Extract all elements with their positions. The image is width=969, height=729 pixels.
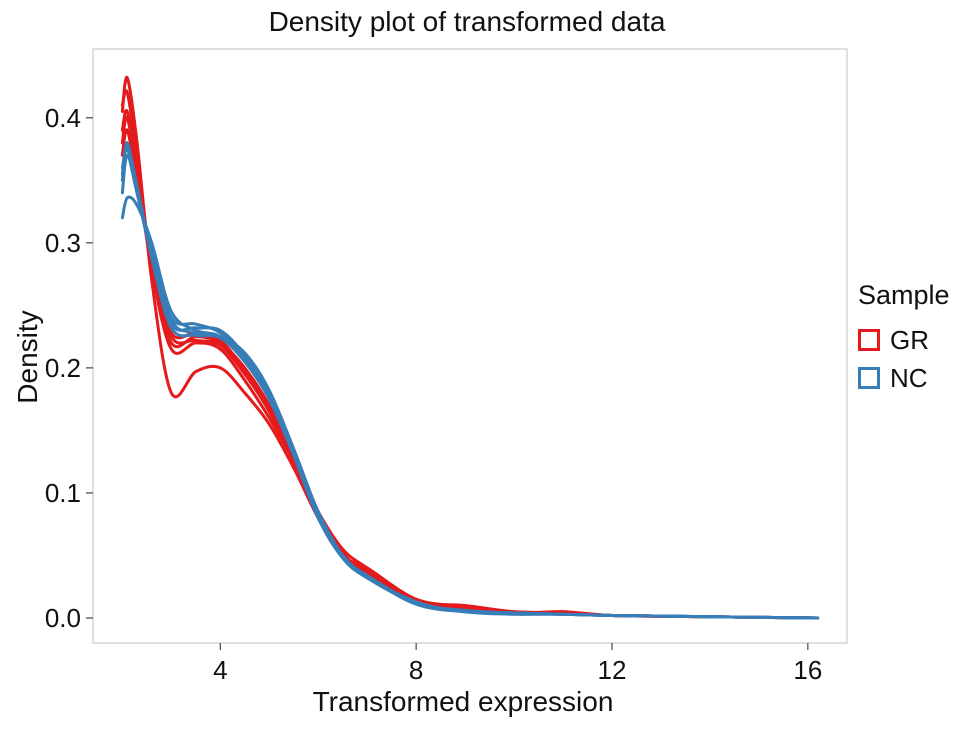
y-tick-label: 0.4	[45, 103, 81, 133]
y-axis-label: Density	[12, 310, 43, 403]
legend-title: Sample	[858, 280, 950, 310]
legend: Sample GR NC	[858, 280, 950, 397]
density-line-nc-10	[120, 143, 820, 620]
x-axis-label: Transformed expression	[313, 686, 614, 717]
x-tick-label: 16	[793, 655, 822, 685]
y-tick-label: 0.2	[45, 353, 81, 383]
density-line-nc-9	[120, 153, 820, 620]
legend-item-nc: NC	[858, 359, 950, 397]
y-tick-label: 0.1	[45, 478, 81, 508]
x-axis: 4 8 12 16	[213, 643, 822, 685]
x-tick-label: 12	[598, 655, 627, 685]
y-tick-label: 0.3	[45, 228, 81, 258]
legend-label-gr: GR	[890, 324, 929, 355]
legend-key-gr	[858, 329, 880, 351]
plot-panel-border	[92, 48, 848, 644]
density-line-nc-6	[120, 195, 820, 620]
y-tick-label: 0.0	[45, 603, 81, 633]
legend-key-nc	[858, 367, 880, 389]
density-line-gr-2	[120, 89, 820, 620]
x-tick-label: 4	[213, 655, 227, 685]
density-line-gr-5	[120, 115, 820, 620]
density-line-nc-8	[120, 147, 820, 620]
density-line-nc-7	[120, 141, 820, 620]
y-axis: 0.0 0.1 0.2 0.3 0.4	[45, 103, 93, 633]
series-layer	[120, 75, 820, 620]
legend-item-gr: GR	[858, 321, 950, 359]
chart-title: Density plot of transformed data	[268, 6, 666, 37]
x-tick-label: 8	[409, 655, 423, 685]
density-line-gr-3	[120, 108, 820, 620]
legend-label-nc: NC	[890, 362, 928, 393]
